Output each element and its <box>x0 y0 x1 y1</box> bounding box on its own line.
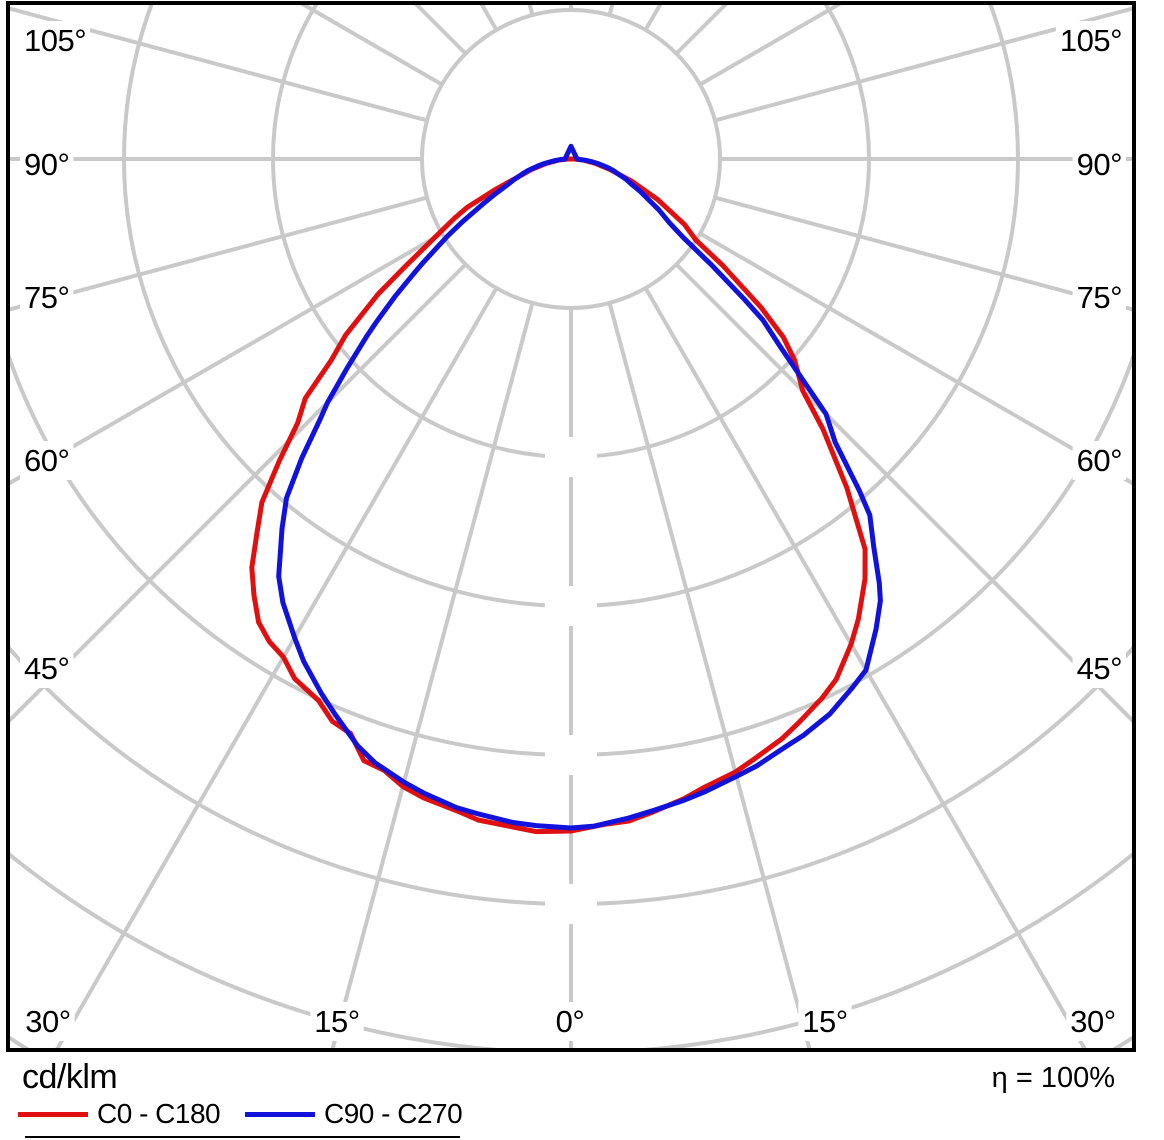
grid-ray-285deg <box>10 195 428 312</box>
grid-ray-345deg <box>330 302 535 1048</box>
angle-label-14-30deg: 30° <box>1066 1002 1120 1041</box>
svg-text:105°: 105° <box>1060 23 1122 58</box>
curve-c90-c270 <box>276 143 883 831</box>
legend-item-c90-c270: C90 - C270 <box>245 1098 463 1130</box>
legend-underline-rule <box>25 1136 460 1138</box>
svg-text:75°: 75° <box>1077 280 1122 315</box>
angle-label-9-45deg: 45° <box>1072 649 1126 688</box>
grid-ray-75deg <box>714 195 1132 312</box>
legend-swatch-blue-line <box>245 1111 315 1117</box>
grid-ray-255deg <box>10 6 428 123</box>
angle-label-2-75deg: 75° <box>20 278 74 317</box>
axis-label-gap-ring-5 <box>545 884 597 924</box>
grid-ray-300deg <box>10 231 443 486</box>
grid-ray-30deg <box>643 287 1087 1048</box>
svg-text:30°: 30° <box>25 1004 70 1039</box>
svg-text:15°: 15° <box>314 1004 359 1039</box>
legend-label-c90-c270: C90 - C270 <box>324 1098 463 1129</box>
svg-text:105°: 105° <box>24 23 86 58</box>
svg-text:0°: 0° <box>556 1004 585 1039</box>
angle-label-0-105deg: 105° <box>20 21 91 60</box>
svg-text:30°: 30° <box>1070 1004 1115 1039</box>
svg-text:15°: 15° <box>802 1004 847 1039</box>
svg-text:75°: 75° <box>24 280 69 315</box>
angle-label-3-60deg: 60° <box>20 441 74 480</box>
angle-label-11-15deg: 15° <box>310 1002 364 1041</box>
chart-frame <box>6 1 1136 1052</box>
svg-text:90°: 90° <box>1077 147 1122 182</box>
svg-text:45°: 45° <box>24 651 69 686</box>
angle-label-8-60deg: 60° <box>1072 441 1126 480</box>
light-output-ratio-label: η = 100% <box>991 1062 1115 1094</box>
angle-label-12-0deg: 0° <box>551 1002 589 1041</box>
svg-text:45°: 45° <box>1077 651 1122 686</box>
legend-label-c0-c180: C0 - C180 <box>97 1098 221 1129</box>
axis-label-gap-ring-4 <box>545 735 597 775</box>
svg-text:60°: 60° <box>1077 443 1122 478</box>
angle-label-4-45deg: 45° <box>20 649 74 688</box>
svg-text:90°: 90° <box>24 147 69 182</box>
grid-ring-1 <box>420 8 722 310</box>
axis-label-gap-ring-3 <box>545 586 597 626</box>
grid-ray-15deg <box>607 302 812 1048</box>
legend-item-c0-c180: C0 - C180 <box>18 1098 221 1130</box>
angle-label-6-90deg: 90° <box>1072 145 1126 184</box>
angle-label-1-90deg: 90° <box>20 145 74 184</box>
axis-label-gap-ring-2 <box>545 437 597 477</box>
radial-unit-label: cd/klm <box>22 1058 118 1096</box>
curve-c0-c180 <box>249 156 868 835</box>
grid-ring-4 <box>10 353 1132 757</box>
grid-ray-330deg <box>55 287 499 1048</box>
angle-label-5-105deg: 105° <box>1055 21 1126 60</box>
grid-ray-60deg <box>699 231 1132 486</box>
grid-ray-105deg <box>714 6 1132 123</box>
angle-label-7-75deg: 75° <box>1072 278 1126 317</box>
legend-swatch-red-line <box>18 1111 88 1117</box>
angle-label-10-30deg: 30° <box>21 1002 75 1041</box>
svg-text:60°: 60° <box>24 443 69 478</box>
angle-label-13-15deg: 15° <box>798 1002 852 1041</box>
